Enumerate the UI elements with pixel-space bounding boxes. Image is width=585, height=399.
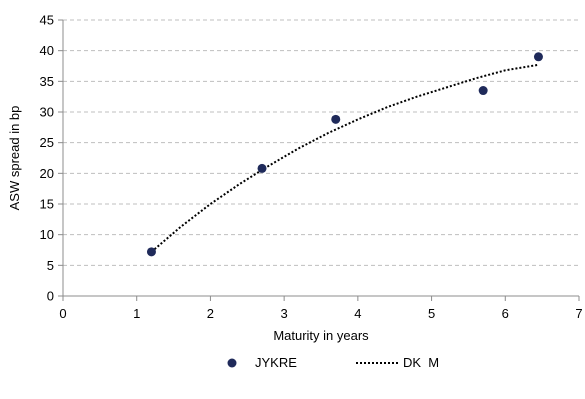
x-axis-label: Maturity in years: [273, 328, 369, 343]
plot-area: [146, 52, 543, 257]
y-tick-label: 5: [47, 258, 54, 273]
legend-label-jykre: JYKRE: [255, 355, 297, 370]
x-tick-label: 6: [502, 306, 509, 321]
legend: JYKRE DK M: [227, 355, 439, 370]
y-axis-label: ASW spread in bp: [7, 106, 22, 211]
y-tick-label: 25: [40, 135, 54, 150]
y-tick-label: 20: [40, 166, 54, 181]
x-tick-label: 2: [207, 306, 214, 321]
x-tick-label: 3: [281, 306, 288, 321]
data-point-jykre: [257, 163, 267, 173]
y-tick-label: 10: [40, 227, 54, 242]
data-point-jykre: [478, 86, 488, 96]
trendline-dk-m: [150, 63, 539, 253]
axes: [58, 19, 580, 301]
y-tick-label: 45: [40, 13, 54, 28]
y-tick-label: 30: [40, 105, 54, 120]
data-point-jykre: [146, 247, 156, 257]
y-tick-label: 40: [40, 43, 54, 58]
data-point-jykre: [331, 114, 341, 124]
legend-marker-jykre: [227, 358, 237, 368]
y-tick-label: 15: [40, 197, 54, 212]
y-tick-label: 0: [47, 289, 54, 304]
grid-lines: [63, 19, 579, 266]
x-tick-label: 5: [428, 306, 435, 321]
y-tick-label: 35: [40, 74, 54, 89]
x-tick-label: 1: [133, 306, 140, 321]
legend-label-dk-m: DK M: [403, 355, 439, 370]
x-tick-label: 0: [59, 306, 66, 321]
data-point-jykre: [533, 52, 543, 62]
x-tick-label: 4: [354, 306, 361, 321]
x-tick-label: 7: [575, 306, 582, 321]
